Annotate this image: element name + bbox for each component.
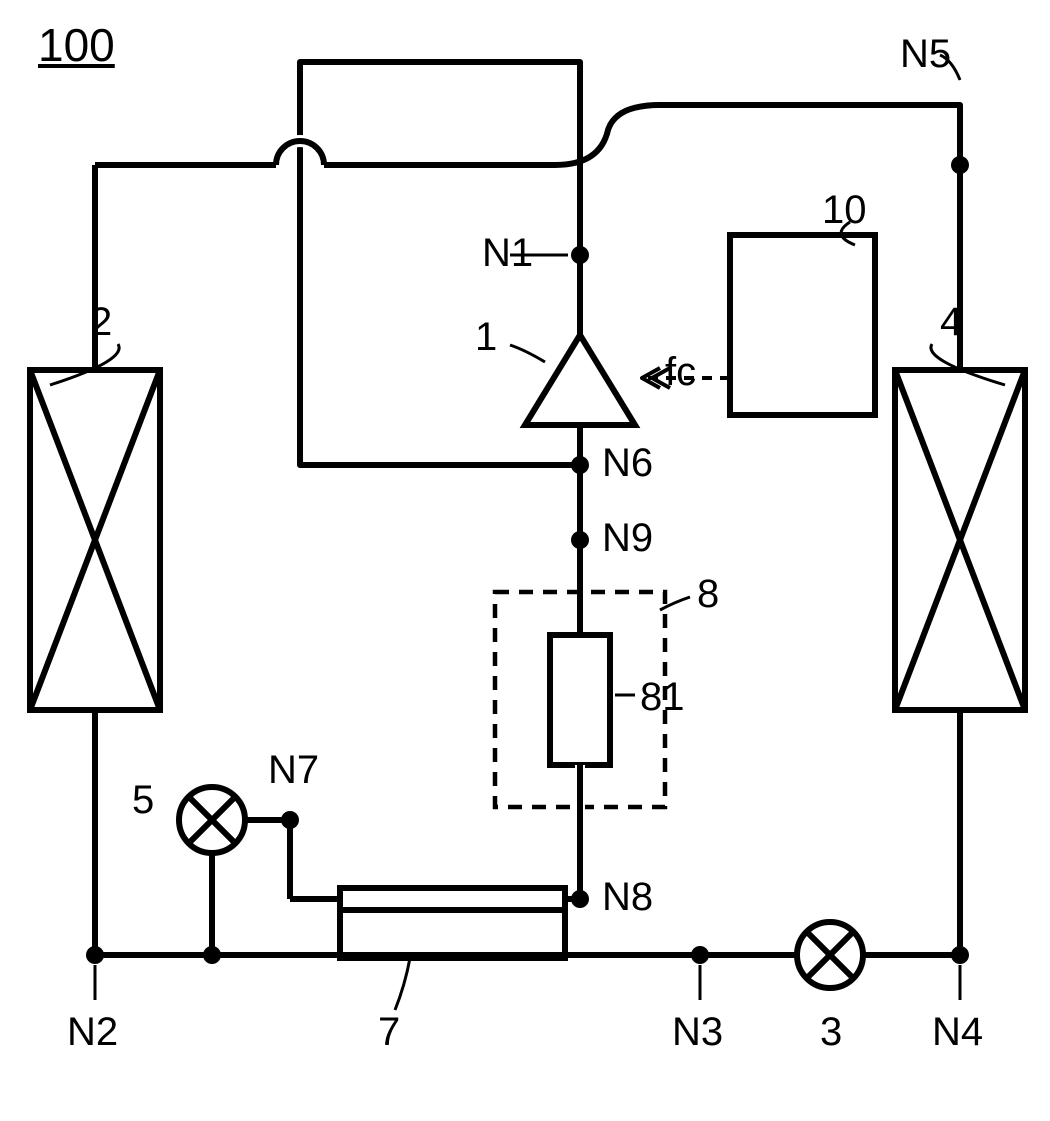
node-n1-label: N1 [482,231,533,276]
hx2-label: 2 [90,300,112,345]
diagram-svg [0,0,1050,1121]
block81-label: 81 [640,675,685,720]
hx4-label: 4 [940,300,962,345]
hx7-label: 7 [378,1010,400,1055]
node-n7-label: N7 [268,748,319,793]
node-n3-label: N3 [672,1010,723,1055]
node-n6-label: N6 [602,441,653,486]
node-n4-label: N4 [932,1010,983,1055]
node-n8-label: N8 [602,875,653,920]
node-n5-label: N5 [900,32,951,77]
node-n2-label: N2 [67,1010,118,1055]
diagram-stage: 100 N1 N6 N9 N8 N7 N2 N3 N4 N5 2 4 7 5 3 1 fc 10 81 8 [0,0,1050,1121]
valve5-label: 5 [132,778,154,823]
fc-label: fc [665,350,696,395]
valve3-label: 3 [820,1010,842,1055]
controller-label: 10 [822,188,867,233]
block8-label: 8 [697,572,719,617]
compressor-label: 1 [475,315,497,360]
node-n9-label: N9 [602,516,653,561]
figure-title: 100 [38,18,115,72]
